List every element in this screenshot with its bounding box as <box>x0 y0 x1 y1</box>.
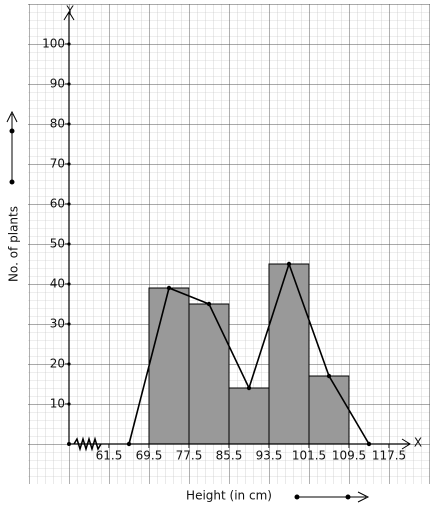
x-tick-label: 69.5 <box>136 449 163 463</box>
bar <box>268 263 310 445</box>
y-tick-label: 50 <box>50 237 65 251</box>
x-tick-label: 85.5 <box>216 449 243 463</box>
y-tick-label: 60 <box>50 197 65 211</box>
y-tick-dot <box>67 122 71 126</box>
y-axis-label: No. of plants <box>7 206 21 282</box>
x-tick-label: 101.5 <box>292 449 326 463</box>
y-tick-dot <box>67 362 71 366</box>
y-tick-dot <box>67 282 71 286</box>
polygon-point <box>126 441 132 447</box>
y-tick-label: 20 <box>50 357 65 371</box>
decor-arrows <box>6 110 370 503</box>
x-tick-label: 117.5 <box>372 449 406 463</box>
polygon-point <box>246 385 252 391</box>
y-tick-dot <box>67 82 71 86</box>
x-tick-label: 109.5 <box>332 449 366 463</box>
axis-break <box>73 436 102 452</box>
y-tick-label: 10 <box>50 397 65 411</box>
y-tick-dot <box>67 162 71 166</box>
bar <box>148 287 190 445</box>
polygon-point <box>166 285 172 291</box>
y-tick-dot <box>67 242 71 246</box>
origin-dot <box>67 442 71 446</box>
y-tick-label: 70 <box>50 157 65 171</box>
polygon-point <box>366 441 372 447</box>
y-tick-label: 80 <box>50 117 65 131</box>
bar <box>228 387 270 445</box>
y-tick-label: 40 <box>50 277 65 291</box>
y-tick-dot <box>67 202 71 206</box>
y-tick-dot <box>67 322 71 326</box>
y-tick-label: 30 <box>50 317 65 331</box>
y-tick-dot <box>67 402 71 406</box>
x-tick-label: 77.5 <box>176 449 203 463</box>
y-axis-name: Y <box>65 4 74 18</box>
y-tick-label: 90 <box>50 77 65 91</box>
polygon-point <box>286 261 292 267</box>
bar <box>188 303 230 445</box>
polygon-point <box>206 301 212 307</box>
bar <box>308 375 350 445</box>
y-tick-label: 100 <box>42 37 65 51</box>
x-tick-label: 93.5 <box>256 449 283 463</box>
x-axis-name: X <box>414 436 422 450</box>
polygon-point <box>326 373 332 379</box>
x-tick-label: 61.5 <box>96 449 123 463</box>
y-tick-dot <box>67 42 71 46</box>
y-axis-arrow <box>63 11 75 21</box>
x-axis-label: Height (in cm) <box>186 489 272 503</box>
x-axis-arrow <box>401 438 411 450</box>
